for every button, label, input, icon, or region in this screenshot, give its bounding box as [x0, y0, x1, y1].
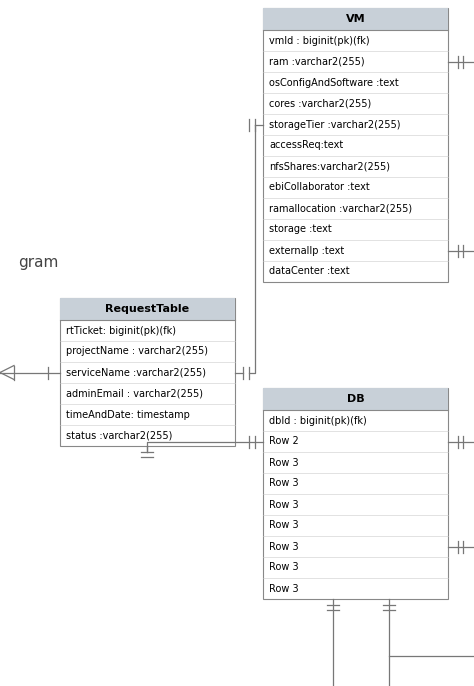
Text: accessReq:text: accessReq:text — [269, 141, 343, 150]
Text: ram :varchar2(255): ram :varchar2(255) — [269, 56, 365, 67]
Text: Row 3: Row 3 — [269, 458, 299, 467]
Text: nfsShares:varchar2(255): nfsShares:varchar2(255) — [269, 161, 390, 172]
Text: VM: VM — [346, 14, 365, 24]
Bar — [60, 298, 235, 446]
Text: Row 3: Row 3 — [269, 499, 299, 510]
Bar — [263, 388, 448, 599]
Text: ebiCollaborator :text: ebiCollaborator :text — [269, 182, 370, 193]
Text: DB: DB — [346, 394, 365, 404]
Text: dataCenter :text: dataCenter :text — [269, 266, 350, 276]
Bar — [263, 8, 448, 30]
Text: storageTier :varchar2(255): storageTier :varchar2(255) — [269, 119, 401, 130]
Text: Row 2: Row 2 — [269, 436, 299, 447]
Text: dbId : biginit(pk)(fk): dbId : biginit(pk)(fk) — [269, 416, 367, 425]
Text: cores :varchar2(255): cores :varchar2(255) — [269, 99, 371, 108]
Text: Row 3: Row 3 — [269, 541, 299, 552]
Text: projectName : varchar2(255): projectName : varchar2(255) — [66, 346, 208, 357]
Text: ramallocation :varchar2(255): ramallocation :varchar2(255) — [269, 204, 412, 213]
Text: Row 3: Row 3 — [269, 584, 299, 593]
Text: Row 3: Row 3 — [269, 563, 299, 573]
Text: Row 3: Row 3 — [269, 521, 299, 530]
Text: vmId : biginit(pk)(fk): vmId : biginit(pk)(fk) — [269, 36, 370, 45]
Text: storage :text: storage :text — [269, 224, 332, 235]
Text: serviceName :varchar2(255): serviceName :varchar2(255) — [66, 368, 206, 377]
Bar — [263, 8, 448, 282]
Text: gram: gram — [18, 255, 58, 270]
Text: rtTicket: biginit(pk)(fk): rtTicket: biginit(pk)(fk) — [66, 325, 176, 335]
Bar — [263, 388, 448, 410]
Text: timeAndDate: timestamp: timeAndDate: timestamp — [66, 410, 190, 420]
Text: osConfigAndSoftware :text: osConfigAndSoftware :text — [269, 78, 399, 88]
Text: status :varchar2(255): status :varchar2(255) — [66, 431, 173, 440]
Text: Row 3: Row 3 — [269, 479, 299, 488]
Bar — [60, 298, 235, 320]
Text: adminEmail : varchar2(255): adminEmail : varchar2(255) — [66, 388, 203, 399]
Text: RequestTable: RequestTable — [105, 304, 190, 314]
Text: externalIp :text: externalIp :text — [269, 246, 344, 255]
